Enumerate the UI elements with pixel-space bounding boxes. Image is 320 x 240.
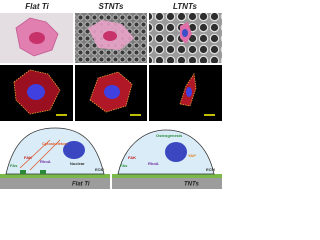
label: Osteogenesis — [156, 133, 183, 138]
label: ECM — [95, 167, 105, 172]
substrate-label: Flat Ti — [72, 182, 90, 188]
label: FAK — [24, 155, 32, 160]
figure: Flat Ti STNTs LTNTs — [0, 2, 222, 189]
label: Cytoskeleton — [42, 141, 68, 146]
label: FAs — [120, 163, 128, 168]
label: Nuclear — [70, 161, 85, 166]
fluorescence-panel — [149, 65, 222, 121]
fluorescence-panel — [75, 65, 147, 121]
diagram-right: Osteogenesis FAK FAs RhoA YAP ECM TNTs — [112, 129, 222, 189]
substrate-label: TNTs — [184, 182, 199, 188]
fluorescence-panel — [0, 65, 73, 121]
diagram-left: Cytoskeleton FAK FAs RhoA Nuclear ECM Fl… — [0, 127, 110, 189]
label: RhoA — [40, 159, 51, 164]
sem-panel — [0, 13, 73, 63]
label: FAs — [10, 163, 18, 168]
column-label: STNTs — [98, 2, 124, 11]
column-label: LTNTs — [173, 2, 198, 11]
sem-panel — [75, 13, 147, 63]
label: ECM — [206, 167, 216, 172]
sem-panel — [149, 13, 222, 63]
label: YAP — [188, 153, 196, 158]
label: RhoA — [148, 161, 159, 166]
label: FAK — [128, 155, 136, 160]
column-label: Flat Ti — [25, 2, 49, 11]
